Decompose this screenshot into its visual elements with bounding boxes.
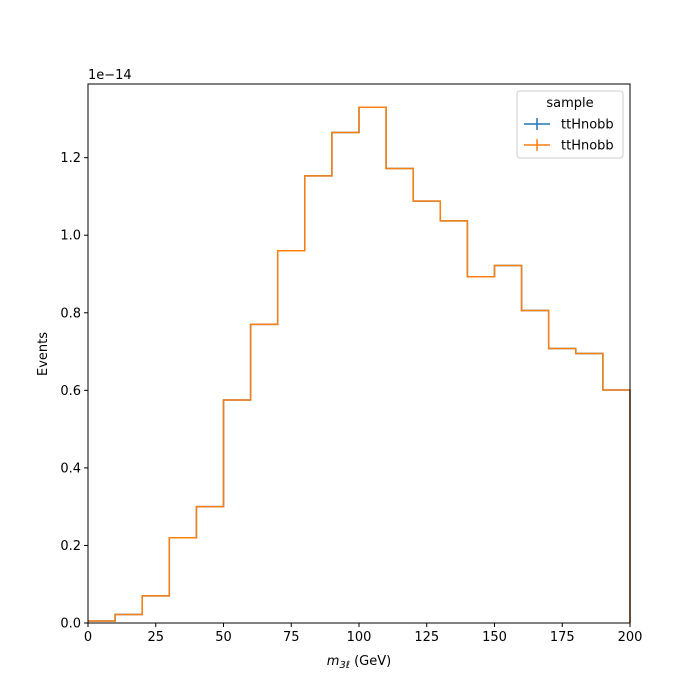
y-tick-label: 0.4 <box>60 461 81 476</box>
legend-label-1: ttHnobb <box>561 118 614 133</box>
series-step-line-2 <box>88 106 631 623</box>
y-tick-label: 0.2 <box>60 539 81 554</box>
legend-title: sample <box>546 96 593 111</box>
x-tick-label: 125 <box>414 630 439 645</box>
x-tick-label: 200 <box>618 630 643 645</box>
x-axis-ticks: 0 25 50 75 100 125 150 175 200 <box>84 623 643 645</box>
legend-box <box>516 90 624 159</box>
x-tick-label: 100 <box>347 630 372 645</box>
legend: sample ttHnobb ttHnobb <box>516 90 624 159</box>
y-tick-label: 0.6 <box>60 384 81 399</box>
x-tick-label: 25 <box>147 630 164 645</box>
x-tick-label: 0 <box>84 630 92 645</box>
x-tick-label: 175 <box>550 630 575 645</box>
y-tick-label: 1.2 <box>60 151 81 166</box>
x-tick-label: 75 <box>283 630 300 645</box>
y-tick-label: 0.0 <box>60 617 81 632</box>
y-axis-ticks: 0.0 0.2 0.4 0.6 0.8 1.0 1.2 <box>60 151 88 632</box>
y-offset-label: 1e−14 <box>88 68 132 83</box>
y-tick-label: 0.8 <box>60 306 81 321</box>
series-layer <box>88 106 631 623</box>
x-tick-label: 150 <box>482 630 507 645</box>
x-tick-label: 50 <box>215 630 232 645</box>
legend-entries: ttHnobb ttHnobb <box>524 118 614 154</box>
y-axis-label: Events <box>36 332 51 376</box>
y-tick-label: 1.0 <box>60 229 81 244</box>
x-axis-label: m3ℓ (GeV) <box>327 654 391 671</box>
legend-label-2: ttHnobb <box>561 139 614 154</box>
